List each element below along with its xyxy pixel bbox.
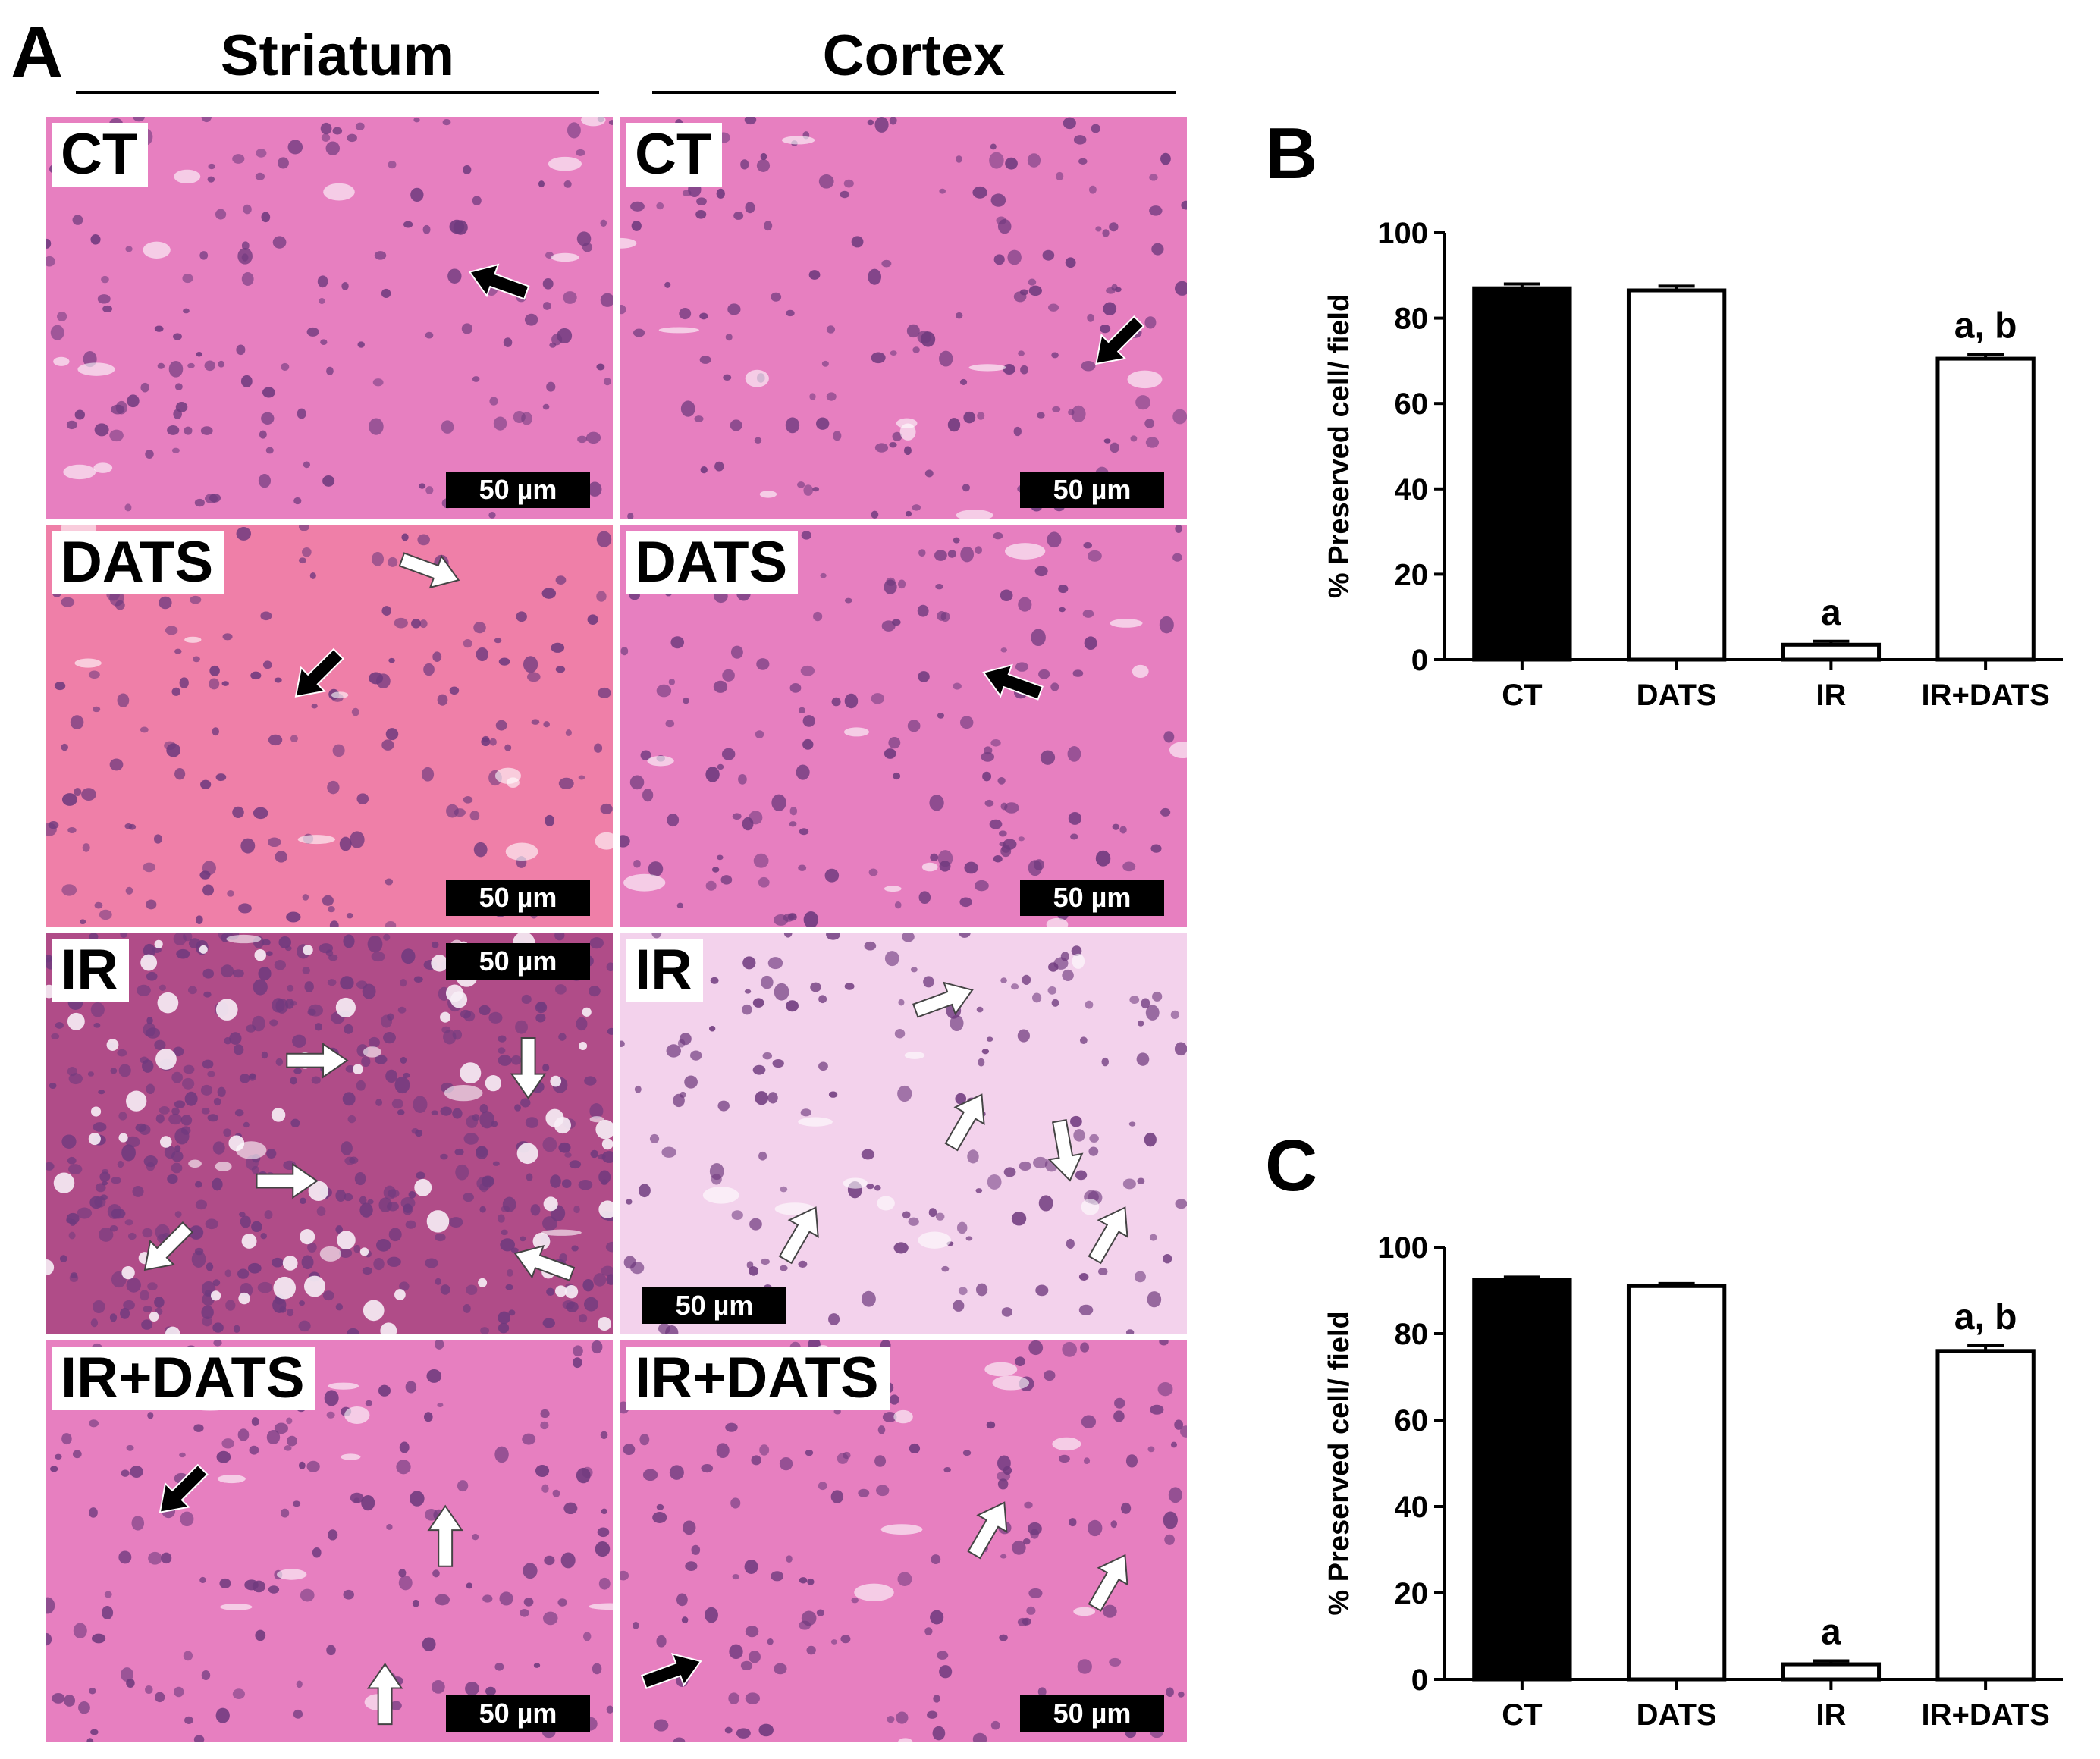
x-tick-label: IR [1816, 679, 1846, 712]
x-tick-label: IR [1816, 1698, 1846, 1732]
micrograph-striatum-ct: CT 50 µm [44, 115, 614, 520]
micrograph-cortex-dats: DATS 50 µm [618, 523, 1188, 928]
black-arrow-icon [468, 263, 530, 300]
bar-ir-dats [1935, 356, 2036, 662]
chart-b: 0 20 40 60 80 100 CT DATS IR a IR+DATS a, b % Preser… [1304, 212, 2086, 728]
x-tick-label: CT [1502, 1698, 1542, 1732]
x-tick-label: IR+DATS [1921, 679, 2049, 712]
white-arrow-icon [944, 1093, 985, 1152]
bar-dats [1626, 288, 1727, 662]
y-tick-label: 60 [1395, 387, 1429, 421]
bar-dats [1626, 1284, 1727, 1682]
scale-bar: 50 µm [1020, 1695, 1164, 1732]
chart-c-svg: 0 20 40 60 80 100 CT DATS IR a IR+DATS a, b % Preser… [1323, 1231, 2063, 1732]
y-tick-label: 80 [1395, 1318, 1429, 1351]
y-tick-label: 20 [1395, 1577, 1429, 1610]
y-axis-label: % Preserved cell/ field [1323, 1311, 1355, 1615]
y-tick-label: 0 [1411, 1663, 1428, 1697]
black-arrow-icon [159, 1463, 209, 1513]
black-arrow-icon [1095, 315, 1145, 365]
y-tick-label: 40 [1395, 473, 1429, 506]
panel-c-letter: C [1265, 1125, 1318, 1206]
scale-bar: 50 µm [642, 1287, 786, 1324]
y-axis-label: % Preserved cell/ field [1323, 294, 1355, 598]
micrograph-striatum-ir: IR 50 µm [44, 931, 614, 1336]
x-tick-label: CT [1502, 679, 1542, 712]
white-arrow-icon [967, 1501, 1008, 1560]
y-tick-label: 60 [1395, 1404, 1429, 1438]
scale-bar: 50 µm [1020, 880, 1164, 916]
micrograph-cortex-ir-dats: IR+DATS 50 µm [618, 1339, 1188, 1744]
y-tick-label: 40 [1395, 1491, 1429, 1524]
y-tick-label: 100 [1377, 1231, 1428, 1265]
chart-c: 0 20 40 60 80 100 CT DATS IR a IR+DATS a, b % Preser… [1304, 1221, 2086, 1751]
bar-ct [1472, 286, 1572, 662]
scale-bar: 50 µm [446, 1695, 590, 1732]
scale-bar: 50 µm [1020, 472, 1164, 508]
x-tick-label: DATS [1637, 1698, 1717, 1732]
cortex-title-rule [652, 91, 1176, 94]
condition-label: IR+DATS [626, 1347, 890, 1410]
white-arrow-icon [510, 1036, 547, 1100]
striatum-column-title: Striatum [220, 24, 455, 88]
micrograph-striatum-dats: DATS 50 µm [44, 523, 614, 928]
x-tick-label: DATS [1637, 679, 1717, 712]
white-arrow-icon [286, 1043, 349, 1079]
bar-ir [1781, 1662, 1882, 1682]
condition-label: IR+DATS [52, 1347, 315, 1410]
white-arrow-icon [1088, 1554, 1128, 1612]
micrograph-cortex-ct: CT 50 µm [618, 115, 1188, 520]
cortex-column-title: Cortex [822, 24, 1006, 88]
significance-label: a, b [1954, 1297, 2017, 1337]
scale-bar: 50 µm [446, 472, 590, 508]
white-arrow-icon [513, 1245, 576, 1281]
chart-b-svg: 0 20 40 60 80 100 CT DATS IR a IR+DATS a, b % Preser… [1323, 217, 2063, 712]
panel-b-letter: B [1265, 113, 1318, 194]
micrograph-texture [620, 117, 1187, 519]
x-tick-label: IR+DATS [1921, 1698, 2049, 1732]
white-arrow-icon [1047, 1119, 1084, 1182]
micrograph-texture [46, 117, 613, 519]
condition-label: DATS [626, 531, 799, 594]
white-arrow-icon [1088, 1206, 1128, 1265]
black-arrow-icon [294, 647, 344, 698]
condition-label: CT [52, 123, 149, 187]
micrograph-texture [46, 933, 613, 1334]
condition-label: IR [626, 939, 703, 1002]
micrograph-texture [620, 933, 1187, 1334]
condition-label: DATS [52, 531, 224, 594]
y-tick-label: 0 [1411, 644, 1428, 677]
white-arrow-icon [256, 1162, 319, 1199]
micrograph-cortex-ir: IR 50 µm [618, 931, 1188, 1336]
white-arrow-icon [778, 1206, 819, 1265]
scale-bar: 50 µm [446, 880, 590, 916]
y-tick-label: 100 [1377, 217, 1428, 250]
black-arrow-icon [982, 663, 1044, 701]
micrograph-striatum-ir-dats: IR+DATS 50 µm [44, 1339, 614, 1744]
white-arrow-icon [398, 552, 460, 589]
significance-label: a [1821, 1612, 1841, 1652]
scale-bar: 50 µm [446, 943, 590, 980]
white-arrow-icon [366, 1663, 403, 1726]
micrograph-texture [620, 525, 1187, 927]
white-arrow-icon [427, 1504, 463, 1567]
white-arrow-icon [143, 1221, 194, 1271]
significance-label: a [1821, 593, 1841, 633]
bar-ct [1472, 1278, 1572, 1682]
condition-label: IR [52, 939, 129, 1002]
significance-label: a, b [1954, 306, 2017, 346]
panel-a-letter: A [11, 12, 64, 93]
y-tick-label: 20 [1395, 558, 1429, 591]
y-tick-label: 80 [1395, 303, 1429, 336]
black-arrow-icon [640, 1653, 702, 1689]
condition-label: CT [626, 123, 723, 187]
bar-ir-dats [1935, 1349, 2036, 1682]
white-arrow-icon [912, 981, 974, 1018]
bar-ir [1781, 642, 1882, 662]
striatum-title-rule [76, 91, 599, 94]
